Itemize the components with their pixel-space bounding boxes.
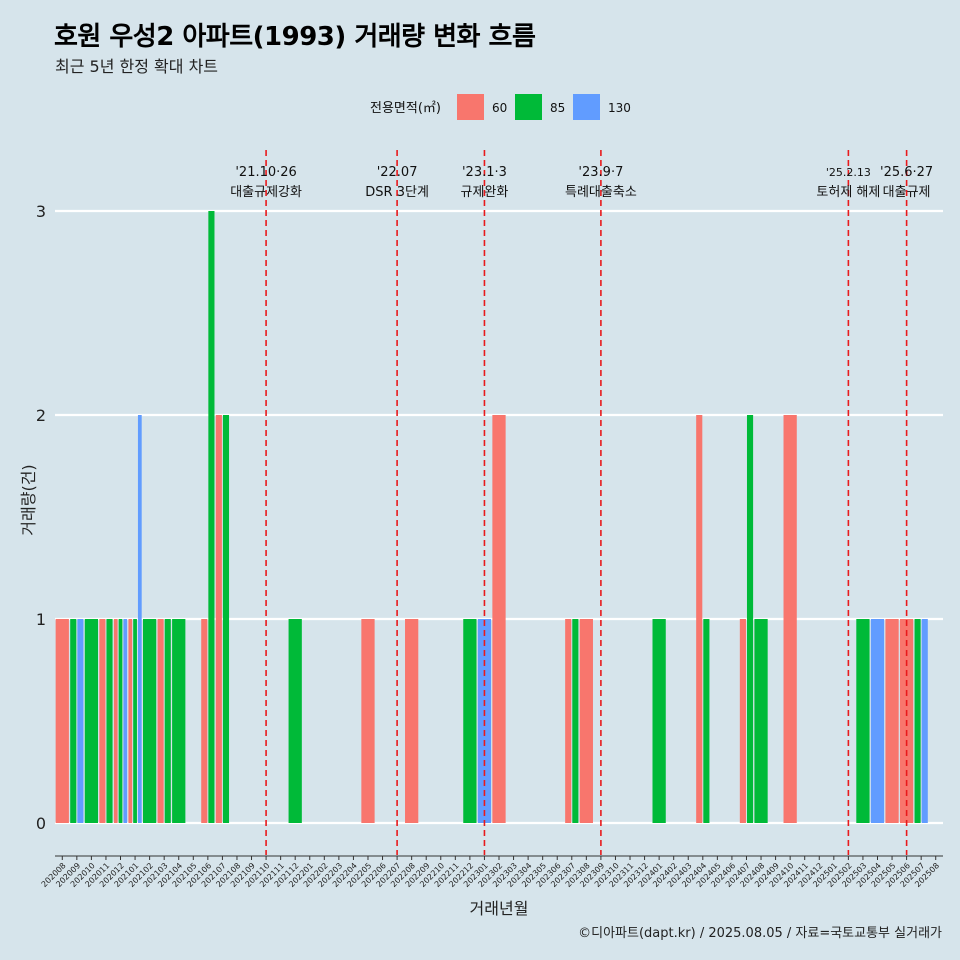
bar-85-202101 xyxy=(133,619,137,823)
bar-60-202008 xyxy=(55,619,69,823)
event-date-label: '23.9·7 xyxy=(578,165,623,180)
bar-85-202503 xyxy=(856,619,870,823)
event-date-label: '21.10·26 xyxy=(235,165,296,180)
bar-60-202404 xyxy=(696,415,703,823)
bar-85-202307 xyxy=(572,619,579,823)
bar-85-202407 xyxy=(746,415,754,823)
bar-85-202009 xyxy=(70,619,77,823)
bar-85-202012 xyxy=(118,619,123,823)
bar-60-202012 xyxy=(113,619,118,823)
event-name-label: DSR 3단계 xyxy=(365,185,429,200)
bar-85-202112 xyxy=(288,619,302,823)
event-date-label: '23.1·3 xyxy=(462,165,507,180)
event-date-label: '25.2.13 xyxy=(826,166,871,179)
legend-label-85: 85 xyxy=(550,101,565,115)
bar-85-202401 xyxy=(652,619,666,823)
y-tick-label: 2 xyxy=(36,406,46,425)
event-name-label: 규제완화 xyxy=(461,185,509,200)
event-name-label: 특례대출축소 xyxy=(565,185,637,200)
event-name-label: 대출규제 xyxy=(883,185,931,200)
legend-swatch-130 xyxy=(573,94,600,120)
bar-85-202212 xyxy=(463,619,477,823)
bar-85-202011 xyxy=(106,619,113,823)
event-name-label: 대출규제강화 xyxy=(230,185,302,200)
bar-130-202507 xyxy=(921,619,928,823)
source-caption: ©디아파트(dapt.kr) / 2025.08.05 / 자료=국토교통부 실… xyxy=(578,926,942,941)
legend-label-60: 60 xyxy=(492,101,507,115)
legend-label-130: 130 xyxy=(608,101,631,115)
event-date-label: '22.07 xyxy=(377,165,418,180)
event-date-label: '25.6·27 xyxy=(880,165,933,180)
bar-60-202307 xyxy=(565,619,572,823)
bar-60-202205 xyxy=(361,619,375,823)
bar-85-202102 xyxy=(142,619,157,823)
chart-title: 호원 우성2 아파트(1993) 거래량 변화 흐름 xyxy=(54,22,536,52)
bar-60-202103 xyxy=(157,619,164,823)
bar-60-202011 xyxy=(99,619,106,823)
bar-60-202107 xyxy=(215,415,222,823)
legend-swatch-85 xyxy=(515,94,542,120)
bar-60-202308 xyxy=(579,619,593,823)
event-markers: '21.10·26 대출규제강화 '22.07 DSR 3단계 '23.1·3 규제완화 '… xyxy=(230,150,933,855)
event-name-label: 토허제 해제 xyxy=(816,185,880,200)
bar-85-202106 xyxy=(208,211,215,823)
bar-85-202104 xyxy=(172,619,186,823)
bar-130-202101 xyxy=(137,415,142,823)
bar-60-202302 xyxy=(492,415,506,823)
legend-title: 전용면적(㎡) xyxy=(370,101,441,116)
bar-60-202407 xyxy=(739,619,746,823)
bar-85-202103 xyxy=(164,619,171,823)
x-axis-title: 거래년월 xyxy=(470,899,529,918)
y-axis-title: 거래량(건) xyxy=(19,464,38,535)
bar-60-202410 xyxy=(783,415,797,823)
bar-60-202106 xyxy=(201,619,208,823)
bar-85-202507 xyxy=(914,619,921,823)
bar-85-202010 xyxy=(84,619,99,823)
y-tick-label: 1 xyxy=(36,610,46,629)
bar-60-202101 xyxy=(128,619,133,823)
y-tick-label: 3 xyxy=(36,202,46,221)
chart-subtitle: 최근 5년 한정 확대 차트 xyxy=(55,57,219,76)
legend: 전용면적(㎡) 60 85 130 xyxy=(370,94,631,120)
bar-130-202504 xyxy=(870,619,885,823)
bar-85-202408 xyxy=(754,619,768,823)
bar-85-202404 xyxy=(703,619,710,823)
bar-60-202505 xyxy=(885,619,899,823)
bar-60-202208 xyxy=(405,619,419,823)
bar-85-202107 xyxy=(222,415,230,823)
y-tick-label: 0 xyxy=(36,814,46,833)
legend-swatch-60 xyxy=(457,94,484,120)
bar-130-202012 xyxy=(123,619,128,823)
bar-130-202009 xyxy=(77,619,84,823)
bars xyxy=(55,211,928,823)
